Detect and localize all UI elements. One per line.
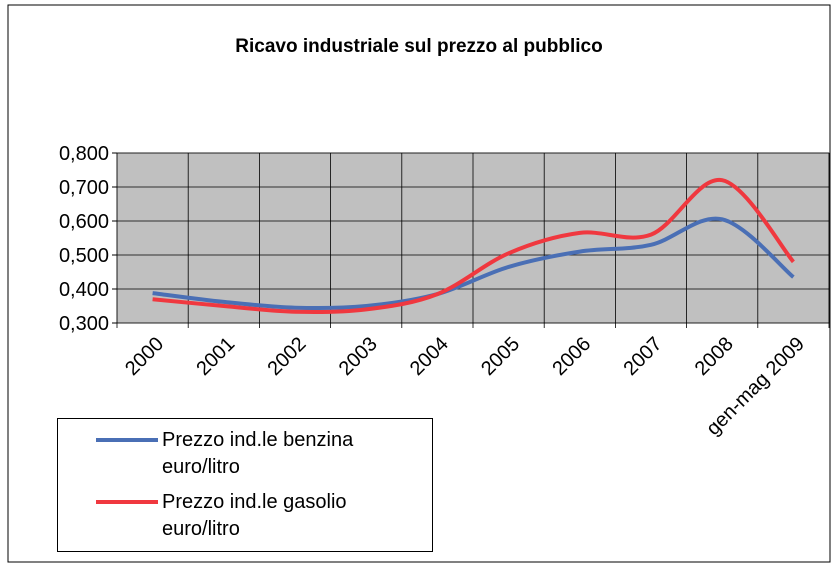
series-line xyxy=(152,178,795,315)
y-tick-label: 0,800 xyxy=(59,143,109,165)
chart-title: Ricavo industriale sul prezzo al pubblic… xyxy=(235,36,602,57)
legend-swatch xyxy=(96,438,158,442)
y-tick-label: 0,300 xyxy=(59,313,109,335)
y-tick-label: 0,500 xyxy=(59,245,109,267)
y-tick-label: 0,600 xyxy=(59,211,109,233)
legend-label: Prezzo ind.le benzina euro/litro xyxy=(162,429,354,478)
legend-entry: Prezzo ind.le benzina euro/litro xyxy=(58,427,422,481)
y-tick-label: 0,400 xyxy=(59,279,109,301)
legend-swatch xyxy=(96,500,158,504)
legend-entry: Prezzo ind.le gasolio euro/litro xyxy=(58,489,422,543)
legend: Prezzo ind.le benzina euro/litro Prezzo i… xyxy=(57,418,433,552)
y-tick-label: 0,700 xyxy=(59,177,109,199)
legend-label: Prezzo ind.le gasolio euro/litro xyxy=(162,491,347,540)
series-line xyxy=(152,216,795,311)
